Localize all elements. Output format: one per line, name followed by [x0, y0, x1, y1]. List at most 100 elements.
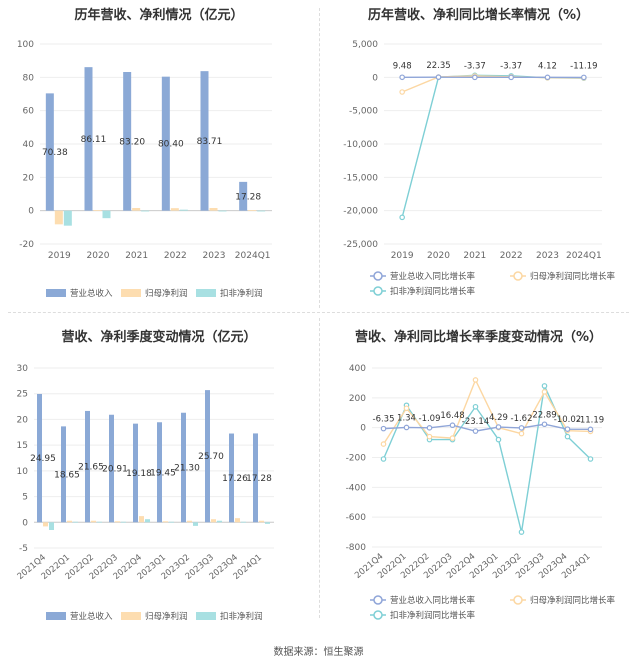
- bar: [211, 519, 216, 523]
- y-tick-label: -200: [346, 454, 367, 464]
- legend-label: 归母净利润: [145, 611, 188, 622]
- bar: [45, 93, 54, 211]
- bar: [200, 71, 209, 211]
- data-point: [403, 424, 410, 431]
- data-point: [403, 405, 410, 412]
- data-point: [518, 430, 525, 437]
- y-tick-label: 200: [349, 394, 366, 404]
- data-label: -1.09: [419, 414, 441, 424]
- bar: [139, 516, 144, 523]
- bar: [187, 520, 192, 523]
- bar: [54, 210, 63, 225]
- data-label: 16.48: [440, 411, 464, 421]
- data-point: [380, 456, 387, 462]
- legend-swatch: [46, 612, 66, 620]
- bar: [157, 422, 162, 523]
- data-point: [426, 425, 433, 431]
- horizontal-divider: [8, 312, 629, 314]
- bar: [229, 433, 234, 523]
- bar: [109, 414, 114, 523]
- y-tick-label: 25: [17, 390, 28, 400]
- data-point: [541, 389, 548, 395]
- legend-label: 扣非净利润同比增长率: [390, 286, 476, 297]
- data-label: 9.48: [393, 61, 412, 71]
- bar: [179, 209, 188, 211]
- bar: [170, 208, 179, 211]
- legend-label: 扣非净利润: [220, 611, 263, 622]
- legend-label: 营业总收入: [70, 611, 113, 622]
- chart-title: 营收、净利同比增长率季度变动情况（%）: [354, 330, 603, 345]
- x-tick-label: 2020: [87, 251, 110, 261]
- y-tick-label: -400: [346, 483, 367, 493]
- data-label: 22.89: [532, 410, 556, 420]
- bar: [239, 181, 248, 211]
- bar: [163, 521, 168, 523]
- series-line: [382, 378, 591, 445]
- data-label: -11.19: [577, 415, 604, 425]
- chart-title: 历年营收、净利同比增长率情况（%）: [367, 8, 590, 23]
- y-tick-label: 80: [23, 73, 35, 83]
- data-label: 4.29: [489, 413, 508, 423]
- data-point: [472, 377, 479, 383]
- data-label: 83.20: [119, 137, 145, 147]
- bar: [84, 67, 93, 211]
- data-label: 80.40: [158, 140, 184, 150]
- vertical-divider-top: [319, 8, 321, 308]
- data-label: 17.28: [246, 474, 272, 484]
- series-line: [401, 75, 584, 93]
- bar: [49, 522, 54, 530]
- y-tick-label: -5: [19, 544, 28, 554]
- data-source: 数据来源：恒生聚源: [273, 647, 364, 658]
- x-tick-label: 2021: [463, 251, 486, 261]
- bar: [93, 210, 102, 211]
- data-label: 17.28: [235, 192, 261, 202]
- bar: [123, 72, 132, 211]
- y-tick-label: -800: [346, 543, 367, 553]
- bar: [248, 210, 257, 211]
- legend-label: 扣非净利润同比增长率: [390, 610, 476, 621]
- legend-label: 归母净利润同比增长率: [530, 595, 616, 606]
- data-label: 70.38: [42, 148, 68, 158]
- quarterly-growth-chart: -800-600-400-20002004002021Q42022Q12022Q…: [346, 364, 616, 621]
- data-point: [399, 89, 405, 95]
- bar: [145, 519, 150, 523]
- y-tick-label: 40: [23, 140, 35, 150]
- x-tick-label: 2022: [164, 251, 187, 261]
- data-label: 19.45: [150, 468, 176, 478]
- data-point: [399, 74, 405, 81]
- y-tick-label: 5: [22, 493, 28, 503]
- data-point: [449, 435, 456, 441]
- x-tick-label: 2019: [391, 251, 414, 261]
- y-tick-label: -5,000: [349, 107, 378, 117]
- data-point: [544, 74, 551, 81]
- data-label: -6.35: [373, 415, 395, 425]
- x-tick-label: 2023: [536, 251, 559, 261]
- data-label: 24.95: [30, 454, 56, 464]
- bar: [193, 522, 198, 526]
- y-tick-label: 0: [360, 424, 366, 434]
- data-point: [541, 383, 548, 389]
- data-label: -3.37: [500, 61, 522, 71]
- x-tick-label: 2024Q1: [566, 251, 602, 261]
- legend-swatch: [196, 289, 216, 297]
- series-line: [401, 74, 584, 218]
- data-point: [518, 425, 525, 431]
- bar: [253, 433, 258, 523]
- x-tick-label: 2023: [203, 251, 226, 261]
- legend-label: 扣非净利润: [220, 288, 263, 299]
- bar: [102, 210, 111, 219]
- data-label: 19.18: [126, 469, 152, 479]
- annual-revenue-profit-chart: -20 0 20 40 60 80 100 70.38 2019 86.11 2020 83.20 20…: [17, 40, 272, 299]
- data-point: [564, 433, 571, 440]
- data-point: [435, 74, 442, 80]
- legend-swatch: [373, 271, 383, 281]
- y-tick-label: 20: [17, 415, 29, 425]
- data-point: [472, 403, 479, 410]
- y-tick-label: 0: [22, 518, 28, 528]
- data-label: 21.30: [174, 464, 200, 474]
- data-point: [426, 433, 433, 440]
- bar: [169, 521, 174, 523]
- data-point: [508, 74, 514, 81]
- legend-swatch: [513, 595, 523, 605]
- y-tick-label: -20,000: [343, 207, 378, 217]
